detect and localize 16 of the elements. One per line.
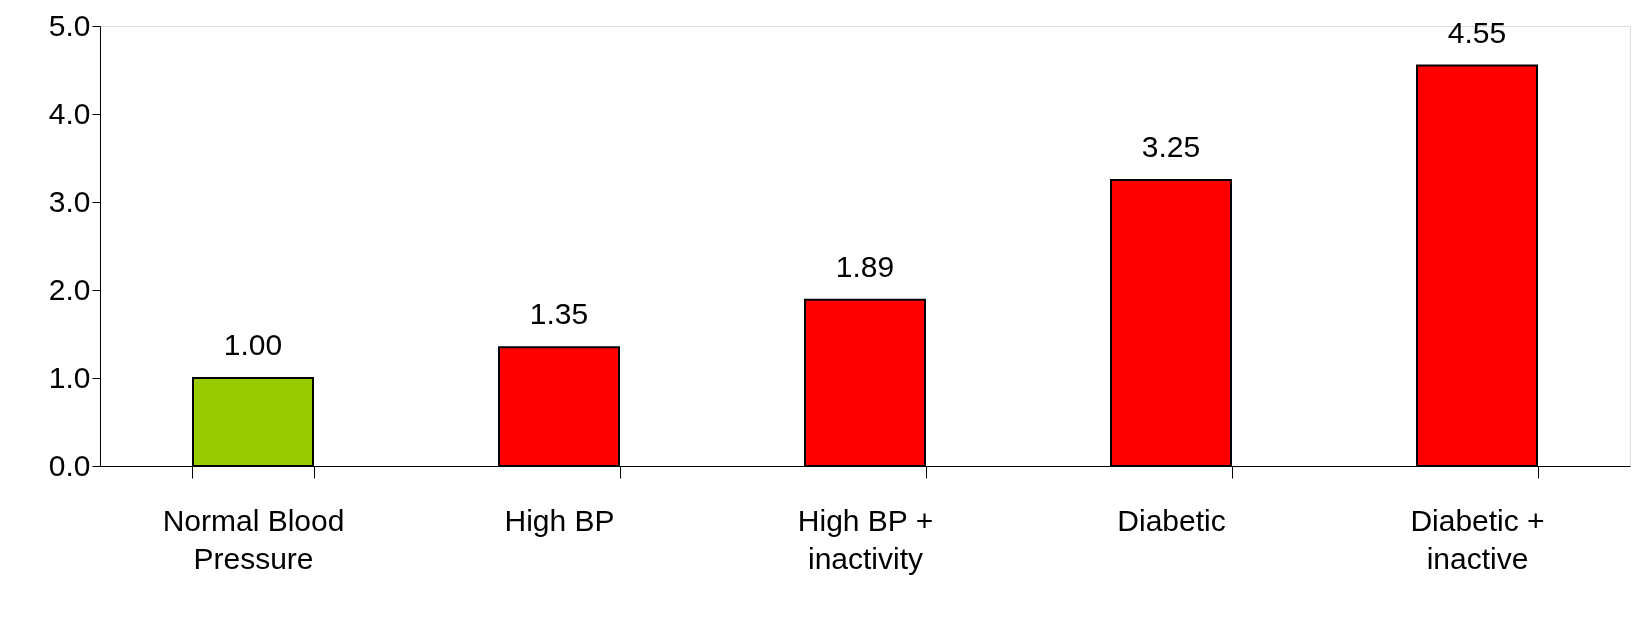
y-tick-label: 4.0: [48, 96, 91, 130]
data-label: 1.89: [835, 249, 895, 283]
x-tick-label: Diabetic: [1117, 503, 1226, 537]
y-tick-label: 5.0: [48, 8, 91, 42]
x-tick-label: High BP + inactivity: [797, 503, 934, 575]
x-tick-label: Normal Blood Pressure: [162, 503, 345, 575]
y-tick-label: 3.0: [48, 184, 91, 218]
y-tick-label: 0.0: [48, 448, 91, 482]
data-label: 1.00: [223, 328, 283, 361]
y-tick-label: 2.0: [48, 272, 91, 306]
x-tick-label: High BP: [504, 503, 615, 537]
data-label: 3.25: [1141, 130, 1201, 163]
data-label: 4.55: [1447, 15, 1507, 49]
x-tick-label: Diabetic + inactive: [1410, 503, 1545, 575]
data-label: 1.35: [529, 297, 589, 331]
y-tick-label: 1.0: [48, 360, 91, 394]
